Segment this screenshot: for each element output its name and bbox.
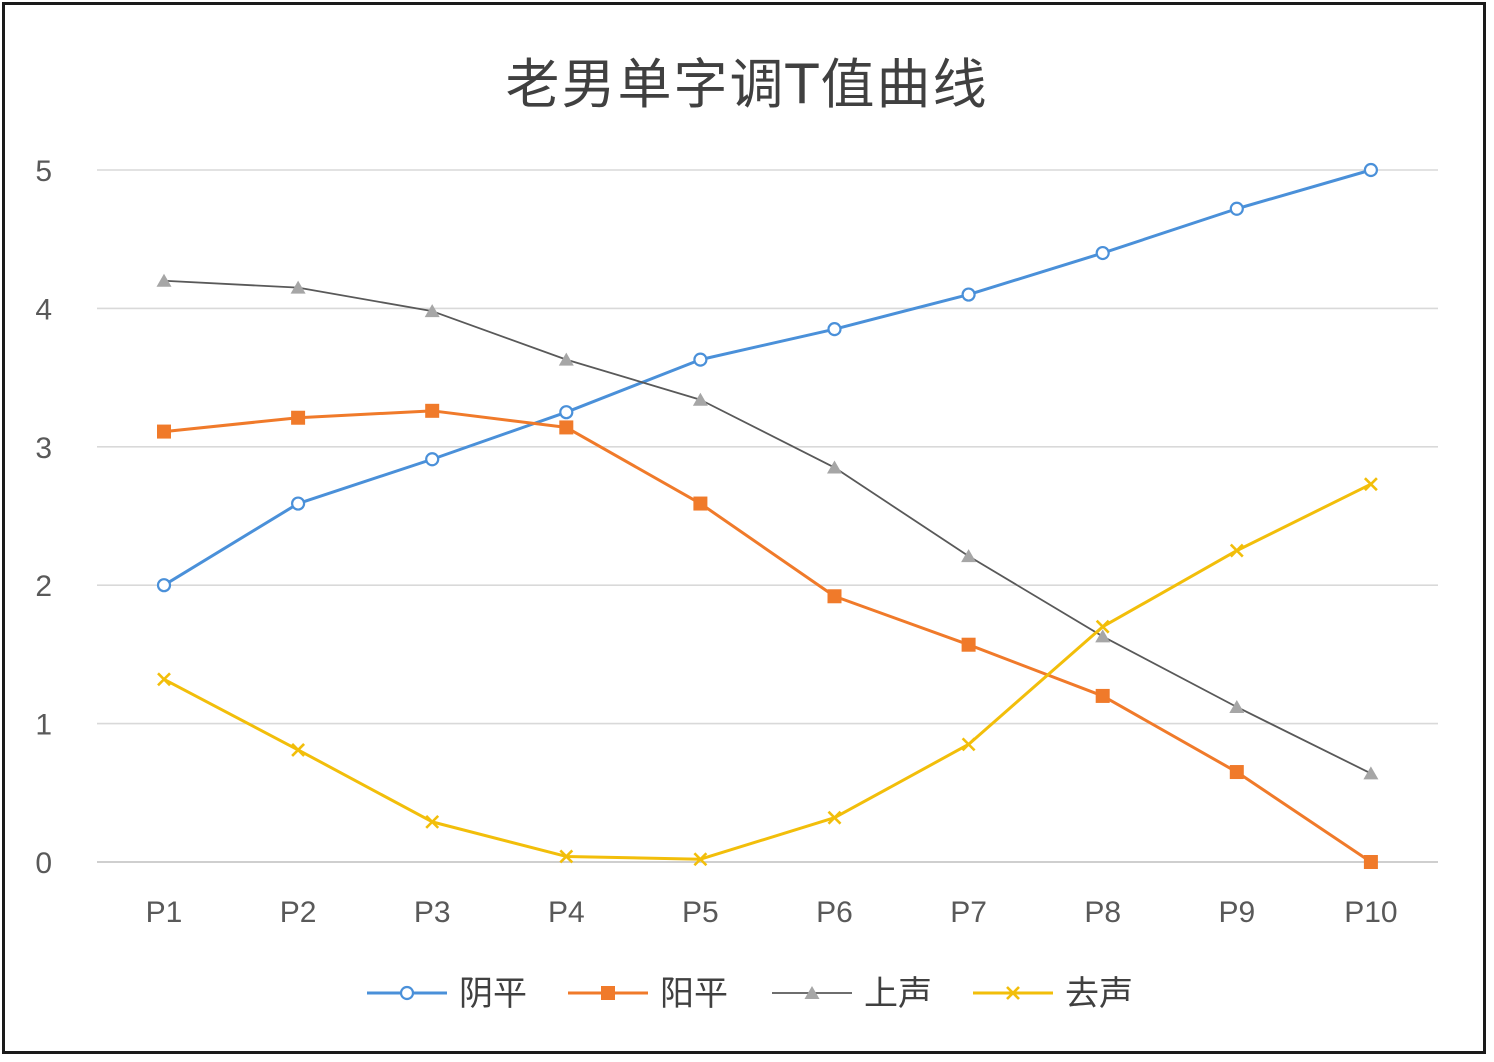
data-point xyxy=(1229,543,1244,558)
x-tick-label: P10 xyxy=(1344,896,1397,929)
series-3 xyxy=(156,273,1379,780)
data-point xyxy=(804,986,820,999)
x-marker-stroke xyxy=(1006,986,1020,1000)
data-point xyxy=(961,549,977,563)
data-point xyxy=(157,424,171,439)
data-point xyxy=(425,814,440,829)
data-point xyxy=(1363,477,1378,492)
x-tick-label: P9 xyxy=(1218,896,1255,929)
legend-label: 去声 xyxy=(1065,974,1133,1014)
data-point xyxy=(693,352,708,367)
x-tick-label: P5 xyxy=(682,896,719,929)
data-point xyxy=(425,452,440,467)
legend-label: 上声 xyxy=(864,974,932,1014)
data-point xyxy=(291,410,306,425)
legend-item: 阳平 xyxy=(568,974,728,1014)
y-tick-label: 4 xyxy=(35,293,52,326)
x-marker-stroke xyxy=(157,672,171,687)
data-point xyxy=(1095,629,1111,643)
data-point xyxy=(1095,619,1110,634)
series-2 xyxy=(157,403,1378,869)
x-marker-stroke xyxy=(961,737,976,752)
series-group xyxy=(156,162,1379,869)
data-point xyxy=(1363,855,1378,869)
x-tick-label: P8 xyxy=(1084,896,1121,929)
data-point xyxy=(827,322,842,337)
data-point xyxy=(559,420,574,435)
data-point xyxy=(1363,766,1379,780)
x-marker-stroke xyxy=(1363,477,1378,492)
data-point xyxy=(1229,765,1244,780)
x-marker-stroke xyxy=(425,814,440,829)
chart-title: 老男单字调T值曲线 xyxy=(505,53,989,116)
data-point xyxy=(1229,201,1244,216)
x-axis-ticks: P1 P2 P3 P4 P5 P6 P7 P8 P9 P10 xyxy=(146,896,1398,929)
data-point xyxy=(425,403,440,418)
legend-item: 上声 xyxy=(772,974,932,1014)
data-point xyxy=(156,273,172,287)
y-tick-label: 0 xyxy=(35,847,52,880)
data-point xyxy=(558,352,574,366)
data-point xyxy=(156,578,172,593)
y-axis-ticks: 0 1 2 3 4 5 xyxy=(35,155,52,880)
x-marker-stroke xyxy=(291,742,306,757)
x-marker-stroke xyxy=(827,810,842,825)
data-point xyxy=(1229,699,1245,713)
series-4 xyxy=(157,477,1378,867)
x-tick-label: P7 xyxy=(950,896,987,929)
data-point xyxy=(827,810,842,825)
data-point xyxy=(961,287,976,302)
series-line xyxy=(163,279,1372,775)
x-tick-label: P2 xyxy=(280,896,317,929)
legend-label: 阴平 xyxy=(459,974,527,1014)
x-tick-label: P4 xyxy=(548,896,585,929)
data-point xyxy=(290,280,306,294)
legend-item: 去声 xyxy=(973,974,1133,1014)
x-marker-stroke xyxy=(1229,543,1244,558)
data-point xyxy=(827,460,842,474)
x-marker-stroke xyxy=(559,849,574,864)
data-point xyxy=(692,392,708,406)
data-point xyxy=(1095,688,1110,703)
gridlines xyxy=(97,169,1438,863)
x-tick-label: P3 xyxy=(414,896,451,929)
x-tick-label: P6 xyxy=(816,896,853,929)
data-point xyxy=(601,986,615,1000)
x-marker-stroke xyxy=(693,852,708,867)
data-point xyxy=(291,496,306,511)
data-point xyxy=(559,849,574,864)
y-tick-label: 3 xyxy=(35,432,52,465)
series-line xyxy=(163,168,1372,587)
data-point xyxy=(1363,162,1379,178)
y-tick-label: 2 xyxy=(35,570,52,603)
data-point xyxy=(1006,986,1020,1000)
data-point xyxy=(961,637,976,652)
x-tick-label: P1 xyxy=(146,896,183,929)
data-point xyxy=(291,742,306,757)
legend: 阴平 阳平 上声 去声 xyxy=(367,974,1133,1014)
legend-label: 阳平 xyxy=(660,974,728,1014)
data-point xyxy=(961,737,976,752)
y-tick-label: 5 xyxy=(35,155,52,188)
data-point xyxy=(827,589,842,604)
data-point xyxy=(693,496,708,511)
data-point xyxy=(693,852,708,867)
series-1 xyxy=(156,162,1379,593)
data-point xyxy=(157,672,171,687)
data-point xyxy=(399,985,415,1001)
legend-item: 阴平 xyxy=(367,974,527,1014)
data-point xyxy=(1095,245,1110,261)
x-marker-stroke xyxy=(1095,619,1110,634)
data-point xyxy=(559,405,574,420)
data-point xyxy=(424,304,440,318)
y-tick-label: 1 xyxy=(35,709,52,742)
series-line xyxy=(163,409,1372,864)
series-line xyxy=(163,482,1372,861)
